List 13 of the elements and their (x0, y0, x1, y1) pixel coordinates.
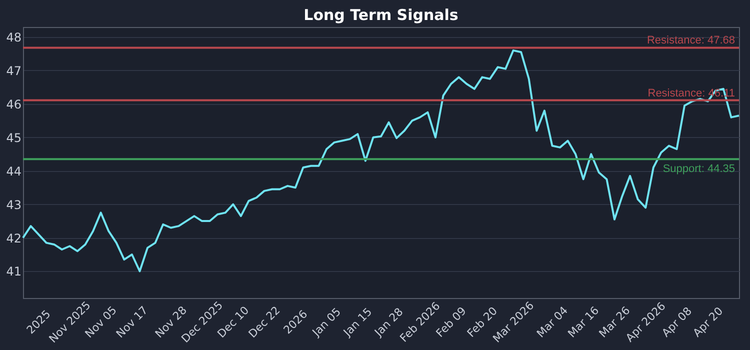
y-tick-label: 45 (6, 130, 22, 145)
y-tick-label: 47 (6, 64, 22, 78)
y-tick-label: 48 (6, 30, 22, 45)
chart-title: Long Term Signals (304, 6, 458, 24)
ref-line-label: Support: 44.35 (662, 163, 735, 176)
line-series (22, 49, 740, 272)
y-tick-label: 41 (6, 264, 22, 279)
ref-line-label: Resistance: 47.68 (646, 34, 735, 47)
y-tick-label: 43 (6, 198, 22, 212)
y-tick-label: 44 (6, 164, 22, 178)
y-tick-label: 42 (6, 231, 22, 246)
y-tick-label: 46 (6, 97, 22, 112)
x-tick-label: Apr 20 (690, 304, 726, 340)
